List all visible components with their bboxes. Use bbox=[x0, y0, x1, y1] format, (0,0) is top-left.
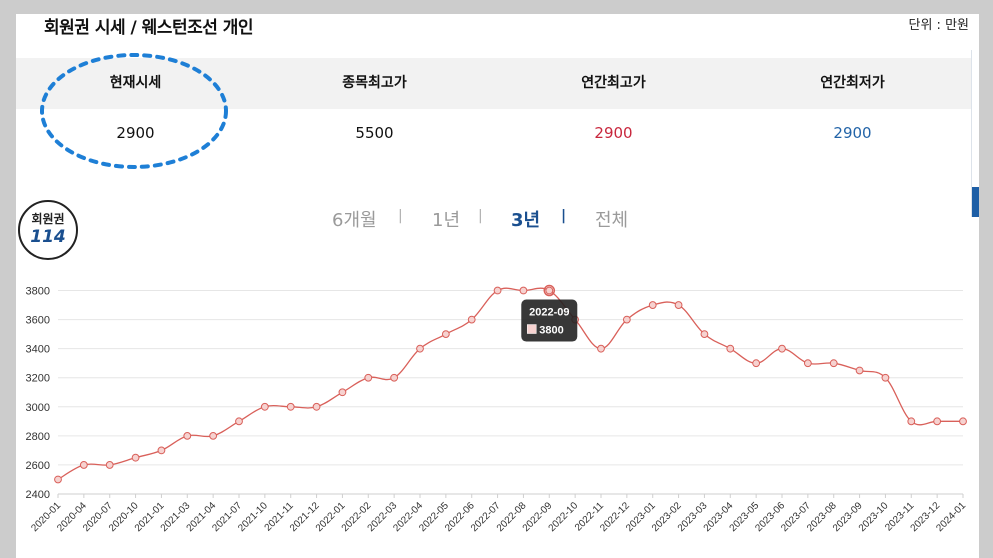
tab-1-year[interactable]: 1년 bbox=[432, 210, 461, 231]
data-point bbox=[467, 315, 476, 324]
data-point bbox=[803, 359, 812, 368]
annual-low-value: 2900 bbox=[833, 124, 872, 142]
highlighted-point bbox=[543, 284, 556, 297]
data-point bbox=[338, 388, 347, 397]
y-tick-label: 3000 bbox=[26, 402, 50, 414]
tooltip-value: 3800 bbox=[539, 325, 563, 337]
data-point bbox=[79, 461, 88, 469]
tab-separator: | bbox=[561, 208, 567, 224]
data-point bbox=[959, 417, 967, 426]
annual-high-value: 2900 bbox=[594, 124, 633, 142]
y-tick-label: 3200 bbox=[26, 373, 50, 385]
annual-low-label: 연간최저가 bbox=[820, 75, 885, 91]
data-point bbox=[157, 446, 166, 455]
y-tick-label: 2600 bbox=[26, 460, 50, 472]
x-tick-label: 2024-01 bbox=[934, 500, 968, 534]
price-series-line bbox=[57, 287, 963, 481]
annual-high-label: 연간최고가 bbox=[581, 75, 646, 91]
tab-6-months[interactable]: 6개월 bbox=[332, 210, 377, 231]
data-point bbox=[519, 286, 528, 295]
data-point bbox=[416, 344, 424, 353]
tab-all[interactable]: 전체 bbox=[595, 210, 629, 231]
data-point bbox=[907, 417, 916, 426]
logo-number: 114 bbox=[30, 227, 66, 247]
y-tick-label: 3600 bbox=[26, 315, 50, 327]
page-title: 회원권 시세 / 웨스턴조선 개인 bbox=[44, 18, 254, 38]
data-point bbox=[390, 373, 399, 382]
data-point bbox=[545, 286, 554, 295]
data-point bbox=[622, 315, 631, 324]
y-tick-label: 3800 bbox=[26, 286, 50, 298]
data-point bbox=[441, 330, 450, 339]
data-point bbox=[778, 344, 786, 353]
data-point bbox=[312, 402, 321, 411]
data-point bbox=[183, 431, 192, 440]
data-point bbox=[726, 344, 735, 353]
membership-114-logo: 회원권 114 bbox=[18, 200, 78, 260]
data-point bbox=[493, 286, 502, 295]
all-time-high-value: 5500 bbox=[355, 124, 394, 142]
data-point bbox=[752, 359, 761, 368]
y-tick-label: 2400 bbox=[26, 489, 50, 501]
data-point bbox=[131, 453, 140, 462]
data-point bbox=[209, 431, 218, 440]
data-point bbox=[286, 402, 295, 411]
data-point bbox=[105, 461, 114, 469]
data-point bbox=[597, 344, 605, 353]
logo-text: 회원권 bbox=[31, 212, 65, 226]
y-tick-label: 3400 bbox=[26, 344, 50, 356]
data-point bbox=[829, 359, 838, 368]
data-point bbox=[881, 373, 890, 382]
data-point bbox=[933, 417, 942, 426]
tab-separator: | bbox=[478, 208, 483, 224]
side-scrollbar[interactable] bbox=[971, 50, 979, 217]
tooltip-date: 2022-09 bbox=[529, 307, 569, 319]
data-point bbox=[235, 417, 243, 426]
data-point bbox=[674, 301, 683, 309]
unit-label: 단위 : 만원 bbox=[908, 18, 970, 33]
data-point bbox=[364, 373, 373, 382]
all-time-high-label: 종목최고가 bbox=[342, 75, 407, 91]
data-point bbox=[260, 402, 269, 411]
data-point bbox=[855, 366, 864, 375]
scrollbar-thumb[interactable] bbox=[972, 187, 979, 217]
price-panel: 회원권 시세 / 웨스턴조선 개인 단위 : 만원 현재시세 종목최고가 연간최… bbox=[16, 14, 979, 558]
price-line-chart: 240026002800300032003400360038002020-012… bbox=[26, 284, 968, 534]
data-point bbox=[700, 330, 709, 339]
tab-separator: | bbox=[398, 208, 403, 224]
y-tick-label: 2800 bbox=[26, 431, 50, 443]
tab-3-years[interactable]: 3년 bbox=[511, 210, 541, 231]
data-point bbox=[54, 475, 62, 484]
tooltip-swatch bbox=[527, 324, 537, 334]
data-point bbox=[648, 301, 657, 309]
